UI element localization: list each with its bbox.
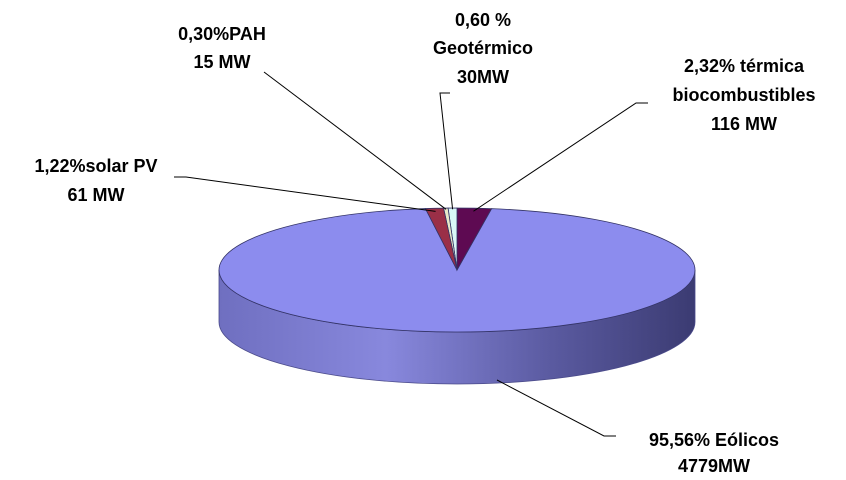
leader-line-eolicos [496,379,616,437]
pie-slice-solar [424,207,458,271]
label-pah-percent: 0,30%PAH [178,24,266,44]
label-geotermico-percent: 0,60 % [455,10,511,30]
slice-labels: 0,30%PAH 15 MW 0,60 % Geotérmico 30MW 2,… [34,10,815,476]
label-termica-percent: 2,32% térmica [684,56,805,76]
leader-line-geotermico [439,92,454,210]
label-termica-name: biocombustibles [672,85,815,105]
label-pah-value: 15 MW [193,52,250,72]
label-geotermico-value: 30MW [457,67,509,87]
leader-line-pah [263,71,447,210]
label-solar-value: 61 MW [67,185,124,205]
pie-slices [218,207,696,333]
label-solar-percent: 1,22%solar PV [34,156,157,176]
label-eolicos-value: 4779MW [678,456,750,475]
label-geotermico-name: Geotérmico [433,38,533,58]
label-eolicos-percent: 95,56% Eólicos [649,430,779,450]
leader-line-termica [473,102,648,212]
label-termica-value: 116 MW [711,114,777,134]
leader-line-solar [174,176,436,212]
leader-lines [174,71,648,437]
